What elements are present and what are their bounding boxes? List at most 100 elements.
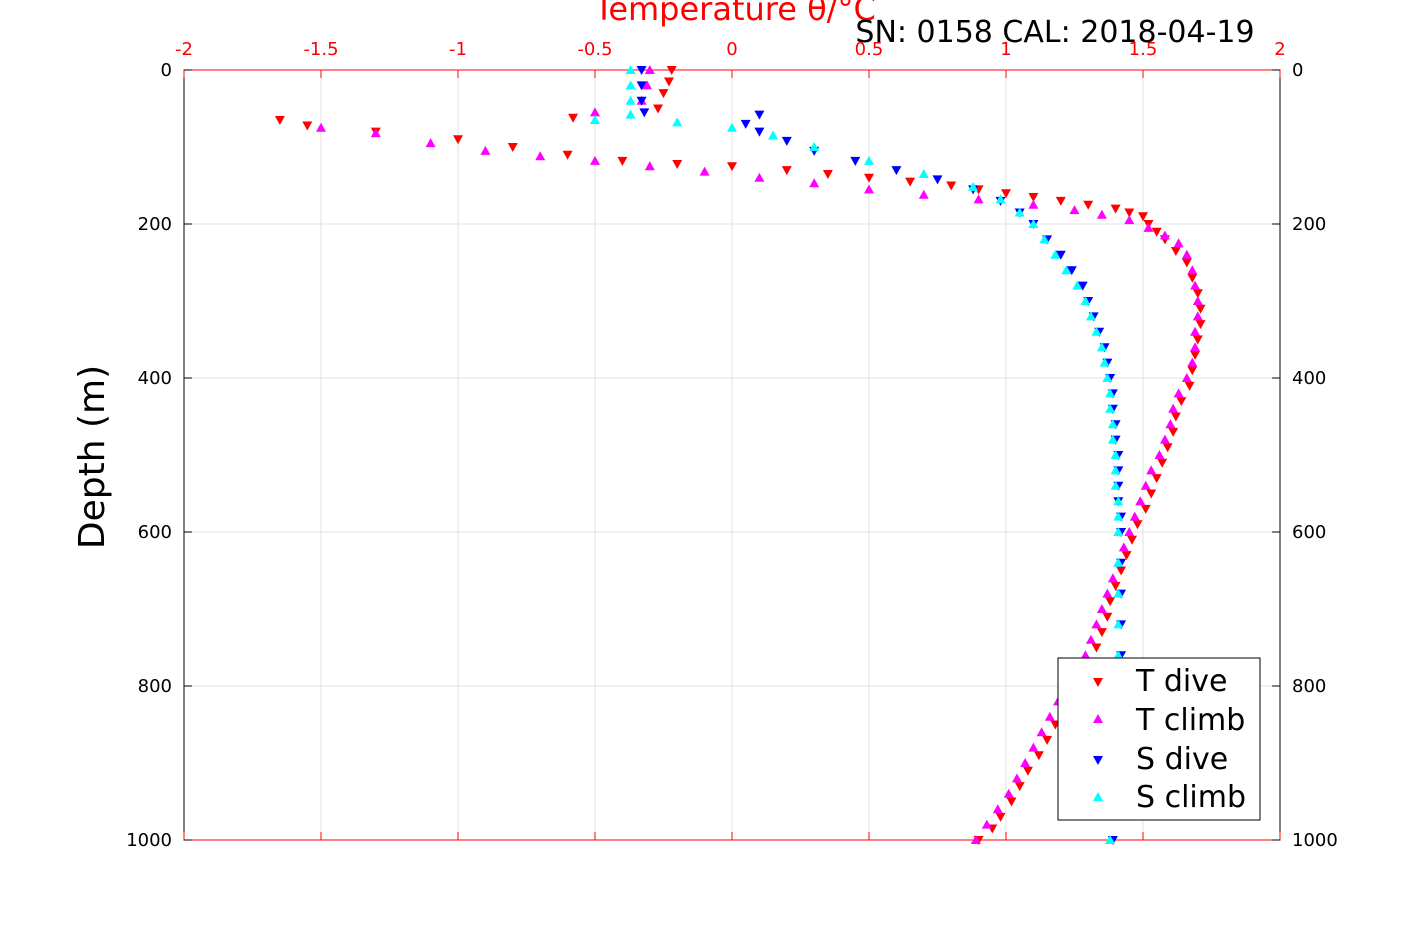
data-point [1077,281,1088,291]
series-t-climb [316,65,1203,844]
data-point [1176,397,1187,407]
data-point [1080,296,1091,305]
data-point [932,175,943,185]
y-tick-label-right: 800 [1292,676,1326,697]
data-point [1107,434,1118,444]
data-point [918,168,929,178]
data-point [1044,711,1055,721]
y-tick-label-right: 200 [1292,214,1326,235]
data-point [809,142,820,151]
data-point [809,178,820,188]
data-point [1195,320,1206,330]
data-point [850,156,861,166]
data-point [625,95,636,105]
data-point [1072,280,1083,290]
data-point [636,81,647,91]
data-point [1022,766,1033,776]
x-tick-label: 0.5 [855,39,884,60]
data-point [1091,326,1102,336]
data-point [1066,266,1077,276]
data-point [316,122,326,132]
data-point [1173,238,1184,248]
data-point [274,116,285,126]
x-tick-label: -1.5 [303,39,338,60]
data-point [995,194,1006,204]
data-point [1102,612,1113,622]
data-point [1135,496,1146,506]
data-point [1110,465,1121,475]
data-point [1187,357,1198,367]
data-point [672,117,683,127]
data-point [1146,489,1157,499]
y-axis-label: Depth (m) [72,365,113,549]
data-point [1140,504,1151,514]
data-point [727,122,737,132]
legend-marker-s-climb [1093,792,1103,801]
data-point [1170,412,1181,422]
data-point [1113,527,1124,536]
data-point [1168,403,1179,413]
data-point [1173,388,1184,398]
data-point [1127,535,1138,545]
data-point [1140,480,1151,490]
data-point [370,128,381,138]
data-point [1110,480,1121,490]
data-point [1184,381,1195,391]
data-point [1014,782,1025,792]
legend-box [1057,657,1261,821]
data-point [1187,366,1198,376]
data-point [1110,204,1121,214]
data-point [1162,443,1173,453]
data-point [1096,209,1107,219]
data-point [1143,222,1154,232]
data-point [568,113,579,123]
legend-label-t-dive: T dive [1135,664,1227,699]
data-point [653,104,664,114]
data-point [1096,628,1107,638]
data-point [425,138,436,148]
data-point [1050,249,1061,259]
data-point [1168,427,1179,437]
data-point [1192,311,1203,321]
x-tick-label: -1 [449,39,467,60]
data-point [1157,458,1168,468]
data-point [864,155,874,165]
data-point [1159,434,1170,444]
data-point [639,108,650,118]
data-point [1107,573,1118,583]
data-point [1129,511,1140,521]
data-point [1042,735,1053,745]
x-tick-label: 2 [1274,39,1285,60]
data-point [1039,234,1050,244]
data-point [1113,496,1124,506]
data-point [1105,597,1116,607]
y-tick-label-left: 400 [138,368,172,389]
x-axis-title: Temperature θ/°C [593,0,876,28]
data-point [1083,200,1094,210]
data-point [1121,551,1132,561]
data-point [663,77,674,87]
data-point [1105,388,1116,398]
data-point [1190,326,1201,336]
data-point [1036,727,1047,737]
data-point [644,65,655,74]
y-tick-label-right: 1000 [1292,830,1338,851]
data-point [1001,189,1011,199]
data-point [1138,212,1148,222]
data-point [1181,373,1192,382]
data-point [968,182,979,192]
y-tick-label-right: 0 [1292,60,1303,81]
x-tick-label: -0.5 [577,39,612,60]
y-tick-label-left: 200 [138,214,172,235]
data-point [754,110,765,120]
data-point [658,89,669,99]
legend: T dive T climb S dive S climb [1057,657,1261,821]
data-point [754,127,765,137]
data-point [1192,296,1203,305]
data-point [1113,511,1124,521]
data-point [1190,350,1201,360]
data-point [636,66,647,75]
data-point [1099,357,1110,367]
data-point [666,66,677,75]
data-point [727,162,737,172]
